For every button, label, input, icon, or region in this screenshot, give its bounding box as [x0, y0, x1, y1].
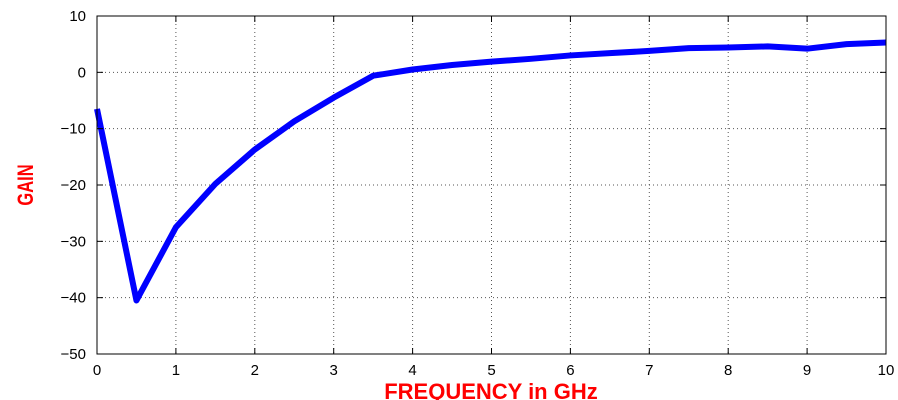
- x-tick-label: 6: [566, 362, 574, 379]
- x-tick-label: 3: [330, 362, 338, 379]
- x-tick-label: 4: [408, 362, 416, 379]
- y-tick-label: −30: [61, 233, 86, 250]
- x-axis-title: FREQUENCY in GHz: [384, 379, 598, 400]
- y-axis-title: GAIN: [14, 164, 39, 205]
- x-tick-label: 7: [645, 362, 653, 379]
- x-tick-label: 9: [803, 362, 811, 379]
- y-tick-label: 0: [78, 64, 86, 81]
- x-tick-label: 1: [172, 362, 180, 379]
- y-tick-label: −20: [61, 177, 86, 194]
- x-tick-label: 10: [878, 362, 895, 379]
- x-tick-label: 0: [93, 362, 101, 379]
- y-tick-label: −50: [61, 346, 86, 363]
- y-tick-label: 10: [69, 8, 86, 25]
- x-tick-label: 2: [251, 362, 259, 379]
- y-tick-labels: 10 0 −10 −20 −30 −40 −50: [61, 8, 86, 363]
- series-layer: [94, 39, 887, 304]
- x-tick-label: 5: [487, 362, 495, 379]
- series-line: [94, 39, 887, 304]
- y-tick-label: −40: [61, 290, 86, 307]
- x-tick-labels: 0 1 2 3 4 5 6 7 8 9 10: [93, 362, 895, 379]
- tick-marks: [96, 15, 887, 355]
- x-tick-label: 8: [724, 362, 732, 379]
- y-tick-label: −10: [61, 121, 86, 138]
